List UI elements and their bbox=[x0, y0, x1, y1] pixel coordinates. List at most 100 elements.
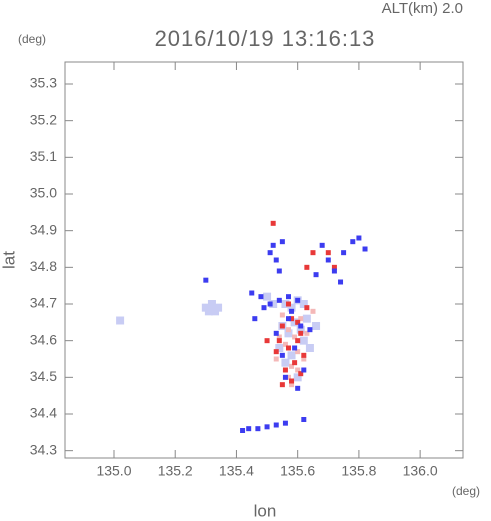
data-point bbox=[312, 322, 321, 330]
data-point bbox=[298, 316, 304, 322]
data-point bbox=[276, 297, 282, 303]
data-point bbox=[331, 268, 337, 274]
data-point bbox=[289, 363, 295, 369]
data-point bbox=[281, 358, 290, 367]
y-tick-label: 35.0 bbox=[30, 185, 57, 201]
data-point bbox=[301, 352, 307, 358]
data-point bbox=[289, 308, 295, 314]
data-point bbox=[249, 290, 255, 296]
x-unit: (deg) bbox=[452, 484, 480, 498]
data-point bbox=[304, 264, 310, 270]
data-point bbox=[313, 272, 319, 278]
data-point bbox=[299, 336, 308, 345]
data-point bbox=[299, 300, 308, 308]
y-tick-label: 34.4 bbox=[30, 405, 57, 421]
data-point bbox=[292, 334, 298, 340]
data-point bbox=[282, 367, 288, 373]
data-point bbox=[275, 344, 284, 352]
data-point bbox=[295, 297, 301, 303]
data-point bbox=[279, 312, 285, 318]
y-tick-label: 34.8 bbox=[30, 258, 57, 274]
data-point bbox=[273, 349, 279, 355]
data-point bbox=[285, 301, 291, 307]
data-point bbox=[304, 330, 310, 336]
data-point bbox=[289, 382, 295, 388]
data-point bbox=[261, 305, 267, 311]
plot-frame bbox=[64, 61, 464, 459]
data-point bbox=[301, 356, 307, 362]
data-point bbox=[298, 323, 304, 329]
data-point bbox=[276, 338, 282, 344]
data-point bbox=[338, 279, 344, 285]
data-point bbox=[273, 257, 279, 263]
data-point bbox=[273, 330, 279, 336]
data-point bbox=[281, 300, 290, 308]
data-point bbox=[267, 250, 273, 256]
data-point bbox=[289, 316, 295, 322]
data-point bbox=[269, 300, 278, 308]
data-point bbox=[356, 235, 362, 241]
data-point bbox=[279, 382, 285, 388]
data-point bbox=[298, 371, 304, 377]
data-point bbox=[331, 264, 337, 270]
data-point bbox=[310, 250, 316, 256]
data-point bbox=[267, 301, 273, 307]
data-point bbox=[285, 294, 291, 300]
y-tick-label: 34.5 bbox=[30, 368, 57, 384]
x-tick-label: 135.2 bbox=[158, 463, 193, 479]
data-point bbox=[325, 250, 331, 256]
data-point bbox=[276, 268, 282, 274]
data-point bbox=[285, 345, 291, 351]
x-tick-label: 135.6 bbox=[280, 463, 315, 479]
data-point bbox=[301, 367, 307, 373]
y-tick-label: 34.6 bbox=[30, 331, 57, 347]
data-point bbox=[296, 325, 305, 334]
data-point bbox=[304, 305, 310, 311]
y-axis-label: lat bbox=[0, 251, 18, 269]
x-axis-label: lon bbox=[254, 501, 277, 520]
altitude-label: ALT(km) 2.0 bbox=[382, 0, 463, 17]
data-point bbox=[290, 318, 299, 327]
data-point bbox=[203, 277, 209, 283]
data-point bbox=[285, 374, 291, 380]
data-point bbox=[207, 300, 216, 308]
data-point bbox=[252, 316, 258, 322]
data-point bbox=[116, 316, 125, 325]
data-point bbox=[282, 374, 288, 380]
y-tick-label: 34.3 bbox=[30, 441, 57, 457]
x-tick-label: 135.8 bbox=[341, 463, 376, 479]
data-point bbox=[270, 220, 276, 226]
data-point bbox=[282, 341, 288, 347]
data-point bbox=[310, 308, 316, 314]
data-point bbox=[302, 314, 311, 323]
data-point bbox=[285, 316, 291, 322]
data-point bbox=[293, 373, 302, 382]
data-point bbox=[287, 351, 296, 360]
data-point bbox=[319, 242, 325, 248]
x-tick-label: 136.0 bbox=[403, 463, 438, 479]
data-point bbox=[305, 344, 314, 352]
data-point bbox=[279, 352, 285, 358]
y-unit: (deg) bbox=[18, 32, 46, 46]
data-point bbox=[255, 426, 261, 432]
data-point bbox=[258, 294, 264, 300]
data-point bbox=[341, 250, 347, 256]
y-tick-label: 35.3 bbox=[30, 75, 57, 91]
data-point bbox=[362, 246, 368, 252]
data-point bbox=[292, 345, 298, 351]
data-point bbox=[204, 307, 213, 316]
y-tick-label: 34.7 bbox=[30, 295, 57, 311]
data-point bbox=[211, 307, 220, 316]
data-point bbox=[264, 424, 270, 430]
data-point bbox=[264, 338, 270, 344]
data-point bbox=[295, 319, 301, 325]
data-point bbox=[285, 327, 291, 333]
data-point bbox=[298, 330, 304, 336]
data-point bbox=[276, 334, 282, 340]
data-point bbox=[284, 329, 293, 338]
data-point bbox=[350, 239, 356, 245]
data-point bbox=[295, 338, 301, 344]
data-point bbox=[279, 239, 285, 245]
